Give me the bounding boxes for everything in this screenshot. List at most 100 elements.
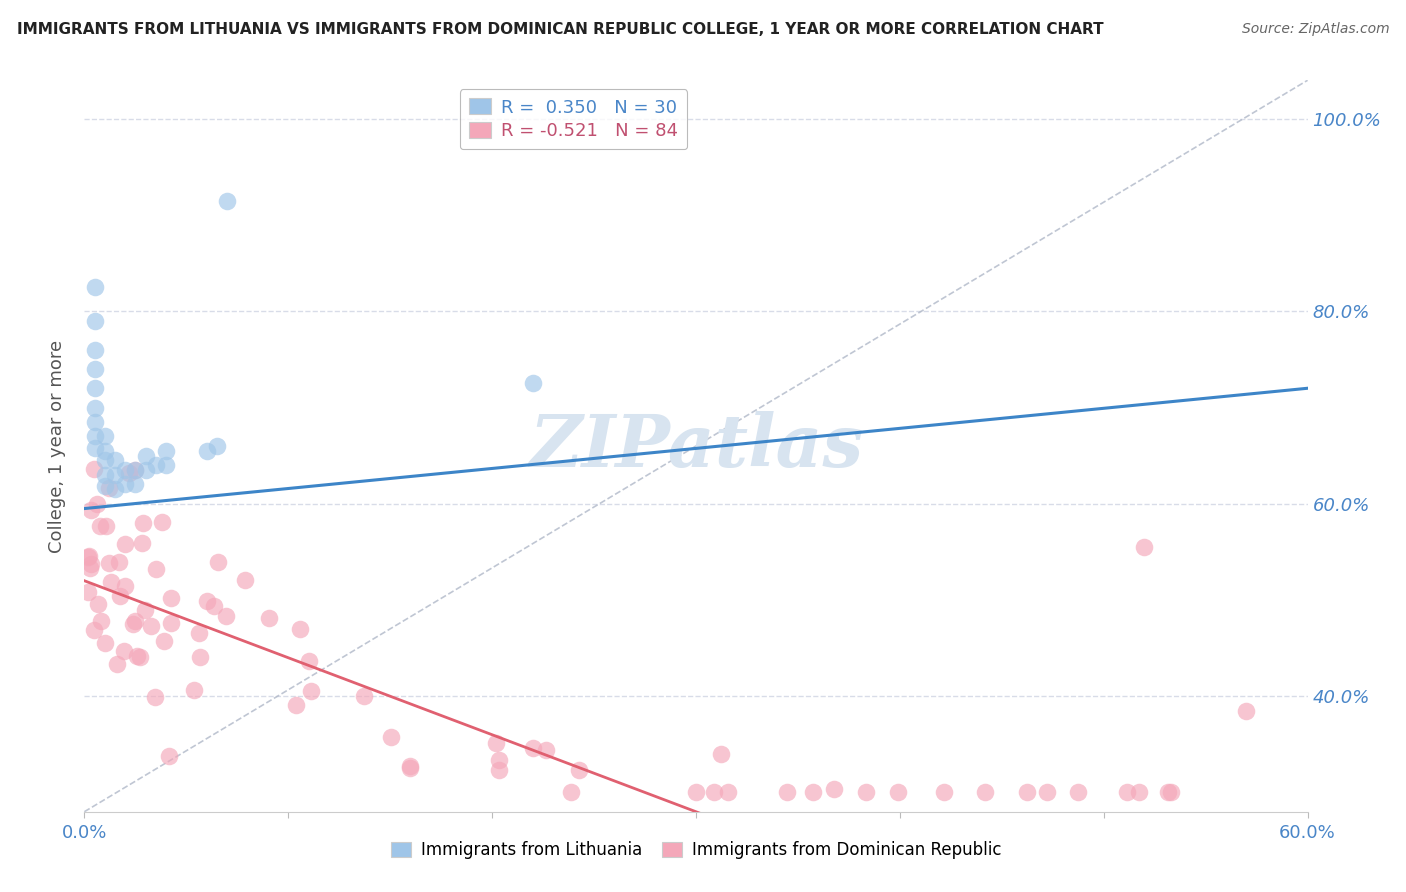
Point [1036, 785, 1059, 799]
Point [160, 591, 183, 606]
Point [776, 785, 799, 799]
Point [398, 761, 420, 775]
Point [155, 458, 177, 473]
Point [93, 443, 115, 458]
Point [160, 616, 183, 631]
Point [1236, 704, 1258, 718]
Point [93, 429, 115, 443]
Point [1133, 540, 1156, 554]
Point [887, 785, 910, 799]
Point [685, 785, 707, 799]
Point [560, 785, 582, 799]
Point [380, 730, 402, 744]
Point [128, 649, 150, 664]
Point [114, 579, 136, 593]
Point [710, 747, 733, 761]
Point [205, 439, 228, 453]
Point [83, 343, 105, 357]
Text: IMMIGRANTS FROM LITHUANIA VS IMMIGRANTS FROM DOMINICAN REPUBLIC COLLEGE, 1 YEAR : IMMIGRANTS FROM LITHUANIA VS IMMIGRANTS … [17, 22, 1104, 37]
Point [801, 785, 824, 799]
Point [188, 649, 211, 664]
Point [145, 458, 167, 473]
Point [131, 535, 153, 549]
Point [89, 518, 111, 533]
Point [83, 415, 105, 429]
Point [183, 683, 205, 698]
Point [485, 736, 508, 750]
Point [83, 362, 105, 376]
Point [285, 698, 308, 712]
Point [77, 549, 100, 564]
Point [104, 453, 127, 467]
Point [299, 684, 322, 698]
Point [195, 594, 218, 608]
Point [93, 467, 115, 482]
Point [703, 785, 725, 799]
Point [568, 764, 591, 778]
Point [155, 443, 177, 458]
Point [195, 443, 218, 458]
Point [83, 441, 105, 455]
Point [124, 463, 146, 477]
Text: ZIPatlas: ZIPatlas [529, 410, 863, 482]
Point [233, 573, 256, 587]
Point [93, 453, 115, 467]
Point [534, 743, 557, 757]
Point [121, 617, 143, 632]
Point [134, 602, 156, 616]
Point [110, 590, 132, 604]
Point [143, 690, 166, 705]
Point [86, 497, 108, 511]
Point [1157, 785, 1180, 799]
Point [217, 194, 239, 208]
Point [77, 549, 100, 563]
Point [90, 614, 112, 628]
Point [1160, 785, 1182, 799]
Point [94, 636, 117, 650]
Point [93, 479, 115, 493]
Point [135, 463, 157, 477]
Point [124, 615, 146, 629]
Point [114, 477, 136, 491]
Point [257, 611, 280, 625]
Point [124, 463, 146, 477]
Point [97, 556, 120, 570]
Point [153, 633, 176, 648]
Point [522, 740, 544, 755]
Point [1066, 785, 1088, 799]
Point [288, 622, 311, 636]
Point [215, 609, 238, 624]
Point [125, 649, 148, 664]
Point [139, 619, 162, 633]
Point [823, 781, 845, 796]
Point [83, 314, 105, 328]
Point [1128, 785, 1150, 799]
Point [104, 467, 127, 482]
Point [79, 560, 101, 574]
Text: Source: ZipAtlas.com: Source: ZipAtlas.com [1241, 22, 1389, 37]
Point [488, 763, 510, 777]
Point [522, 376, 544, 391]
Point [112, 644, 135, 658]
Point [98, 481, 121, 495]
Point [114, 537, 136, 551]
Point [83, 280, 105, 294]
Point [399, 759, 422, 773]
Point [104, 483, 127, 497]
Point [105, 657, 128, 671]
Point [298, 654, 321, 668]
Point [83, 381, 105, 395]
Point [1116, 785, 1139, 799]
Point [77, 585, 100, 599]
Point [855, 785, 877, 799]
Point [157, 749, 180, 764]
Point [132, 516, 155, 530]
Point [202, 599, 225, 614]
Point [79, 558, 101, 572]
Point [83, 429, 105, 443]
Point [934, 785, 956, 799]
Point [488, 753, 510, 767]
Point [150, 515, 173, 529]
Point [974, 785, 997, 799]
Point [353, 690, 375, 704]
